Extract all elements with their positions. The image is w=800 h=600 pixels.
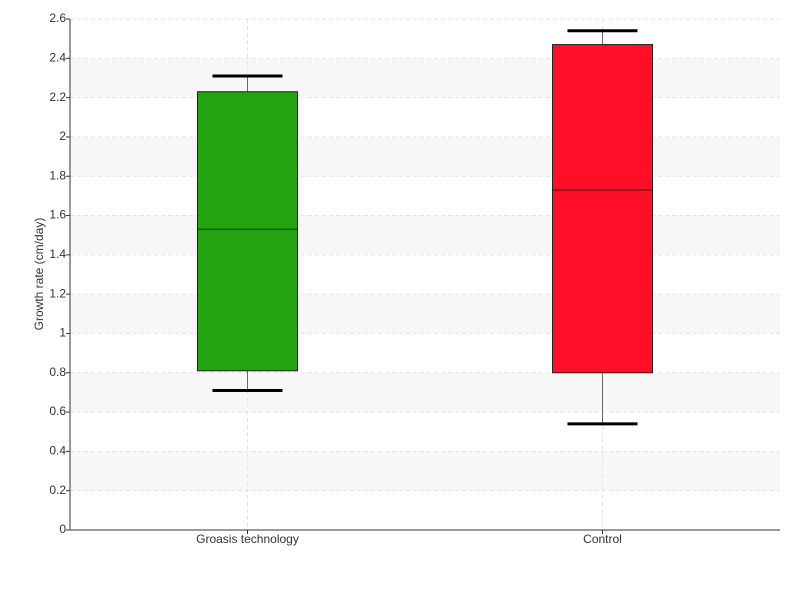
y-tick-label: 0.4 bbox=[49, 444, 66, 458]
grid-band bbox=[70, 215, 780, 255]
grid-band bbox=[70, 372, 780, 413]
y-tick-label: 2.6 bbox=[49, 11, 66, 25]
x-tick-label: Control bbox=[583, 532, 622, 546]
y-tick-label: 2 bbox=[59, 129, 66, 143]
box bbox=[197, 91, 298, 372]
grid-band bbox=[70, 136, 780, 177]
y-tick-label: 1.4 bbox=[49, 247, 66, 261]
box bbox=[552, 44, 653, 374]
y-tick-label: 1.2 bbox=[49, 286, 66, 300]
y-tick-label: 0.2 bbox=[49, 483, 66, 497]
y-tick-label: 0 bbox=[59, 522, 66, 536]
y-tick-label: 0.6 bbox=[49, 404, 66, 418]
y-tick-label: 1 bbox=[59, 326, 66, 340]
y-axis-label: Growth rate (cm/day) bbox=[32, 218, 46, 331]
y-tick-label: 0.8 bbox=[49, 365, 66, 379]
y-tick-label: 1.8 bbox=[49, 168, 66, 182]
y-tick-label: 2.4 bbox=[49, 50, 66, 64]
grid-band bbox=[70, 451, 780, 491]
grid-band bbox=[70, 294, 780, 334]
x-tick-label: Groasis technology bbox=[196, 532, 299, 546]
grid-band bbox=[70, 58, 780, 98]
y-tick-label: 2.2 bbox=[49, 90, 66, 104]
y-tick-label: 1.6 bbox=[49, 208, 66, 222]
